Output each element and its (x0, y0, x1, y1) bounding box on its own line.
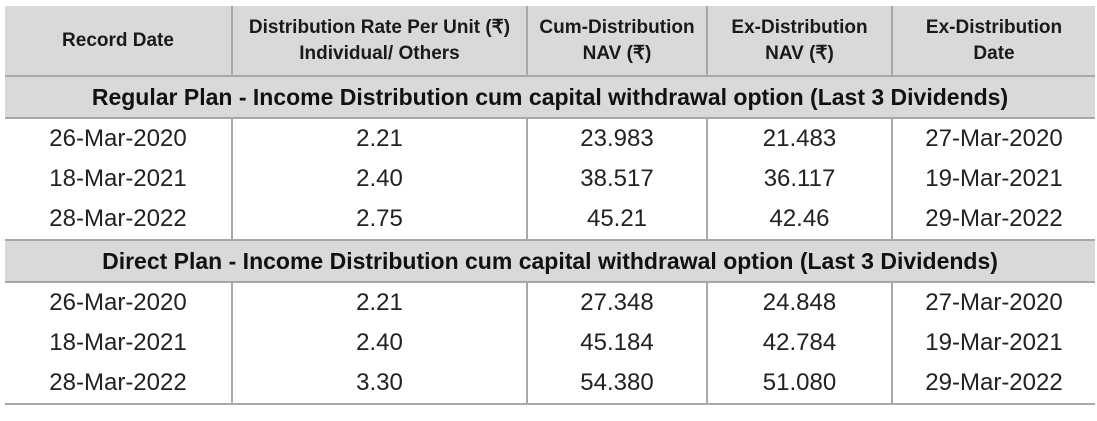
cell-distribution-rate: 2.75 (232, 199, 528, 240)
cell-ex-nav: 24.848 (707, 282, 893, 323)
cell-ex-date: 19-Mar-2021 (925, 329, 1063, 356)
header-ex-distribution-date-label: Ex-Distribution (925, 16, 1063, 38)
header-distribution-rate-label: Distribution Rate Per Unit (₹) (248, 16, 511, 38)
cell-cum-nav: 45.184 (527, 323, 708, 363)
cell-ex-nav: 51.080 (707, 363, 893, 405)
table-row: 18-Mar-2021 2.40 38.517 36.117 19-Mar-20… (5, 159, 1095, 199)
cell-record-date: 28-Mar-2022 (5, 363, 233, 405)
table-row: 28-Mar-2022 2.75 45.21 42.46 29-Mar-2022 (5, 199, 1095, 240)
distribution-table: Record Date Distribution Rate Per Unit (… (5, 6, 1095, 405)
cell-ex-nav: 42.46 (707, 199, 893, 240)
cell-ex-nav: 36.117 (707, 159, 893, 199)
table-row: 26-Mar-2020 2.21 23.983 21.483 27-Mar-20… (5, 118, 1095, 159)
section-row-direct-plan: Direct Plan - Income Distribution cum ca… (5, 239, 1095, 283)
header-cum-distribution-nav: Cum-Distribution NAV (₹) (527, 6, 708, 76)
cell-record-date: 26-Mar-2020 (5, 118, 233, 159)
section-title-direct-plan: Direct Plan - Income Distribution cum ca… (5, 239, 1095, 283)
cell-distribution-rate: 2.21 (232, 118, 528, 159)
cell-ex-date: 27-Mar-2020 (925, 289, 1063, 316)
cell-ex-date: 29-Mar-2022 (892, 363, 1095, 405)
cell-record-date: 26-Mar-2020 (5, 282, 233, 323)
section-title-regular-plan: Regular Plan - Income Distribution cum c… (5, 75, 1095, 119)
cell-ex-nav: 42.784 (707, 323, 893, 363)
cell-cum-nav: 23.983 (527, 118, 708, 159)
header-ex-distribution-date: Ex-Distribution Date (892, 6, 1095, 76)
header-record-date: Record Date (5, 6, 233, 76)
table-row: 28-Mar-2022 3.30 54.380 51.080 29-Mar-20… (5, 363, 1095, 405)
cell-ex-date: 29-Mar-2022 (925, 205, 1063, 232)
cell-record-date: 18-Mar-2021 (5, 323, 233, 363)
cell-ex-date: 27-Mar-2020 (925, 125, 1063, 152)
table-row: 18-Mar-2021 2.40 45.184 42.784 19-Mar-20… (5, 323, 1095, 363)
header-ex-distribution-date-sub: Date (973, 42, 1015, 64)
cell-distribution-rate: 2.40 (232, 323, 528, 363)
cell-record-date: 18-Mar-2021 (5, 159, 233, 199)
cell-ex-nav: 21.483 (707, 118, 893, 159)
header-ex-distribution-nav-label: Ex-Distribution (731, 16, 868, 38)
header-distribution-rate: Distribution Rate Per Unit (₹) Individua… (232, 6, 528, 76)
cell-distribution-rate: 2.21 (232, 282, 528, 323)
cell-cum-nav: 45.21 (527, 199, 708, 240)
cell-ex-date: 19-Mar-2021 (925, 165, 1063, 192)
cell-record-date: 28-Mar-2022 (5, 199, 233, 240)
cell-cum-nav: 38.517 (527, 159, 708, 199)
cell-distribution-rate: 2.40 (232, 159, 528, 199)
header-ex-distribution-nav-sub: NAV (₹) (765, 42, 834, 64)
cell-distribution-rate: 3.30 (232, 363, 528, 405)
header-cum-distribution-nav-sub: NAV (₹) (582, 42, 652, 64)
header-record-date-label: Record Date (62, 29, 174, 51)
cell-cum-nav: 27.348 (527, 282, 708, 323)
cell-cum-nav: 54.380 (527, 363, 708, 405)
table-row: 26-Mar-2020 2.21 27.348 24.848 27-Mar-20… (5, 282, 1095, 323)
header-distribution-rate-sub: Individual/ Others (299, 42, 460, 64)
header-row: Record Date Distribution Rate Per Unit (… (5, 6, 1095, 76)
section-row-regular-plan: Regular Plan - Income Distribution cum c… (5, 75, 1095, 119)
header-ex-distribution-nav: Ex-Distribution NAV (₹) (707, 6, 893, 76)
header-cum-distribution-nav-label: Cum-Distribution (539, 16, 695, 38)
